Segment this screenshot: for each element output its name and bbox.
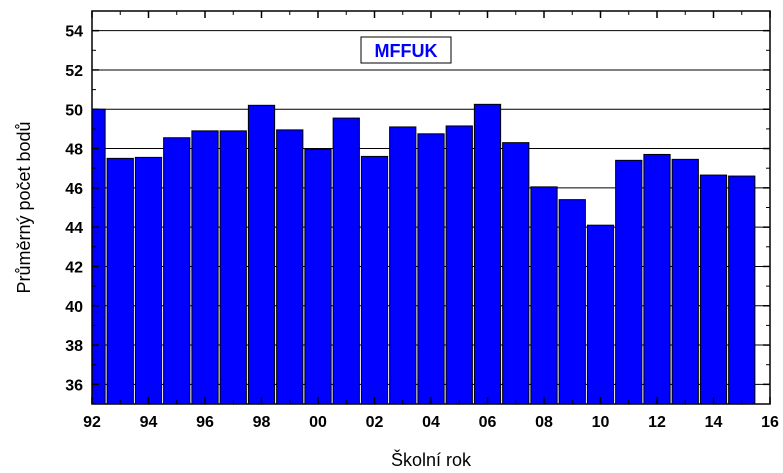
y-tick-label: 50 xyxy=(65,102,83,119)
bar xyxy=(191,130,219,405)
bar xyxy=(247,104,276,405)
y-tick-label: 48 xyxy=(65,142,83,159)
x-tick-label: 94 xyxy=(140,414,158,431)
x-tick-label: 16 xyxy=(761,414,779,431)
y-tick-label: 42 xyxy=(65,259,83,276)
x-tick-label: 14 xyxy=(705,414,723,431)
bar xyxy=(417,133,445,405)
bar xyxy=(473,103,502,405)
bar xyxy=(389,126,417,405)
bar xyxy=(699,174,728,405)
bar xyxy=(304,149,332,405)
bar xyxy=(728,175,756,405)
x-tick-label: 02 xyxy=(366,414,384,431)
bars-group xyxy=(91,103,756,405)
x-tick-label: 92 xyxy=(83,414,101,431)
x-tick-label: 98 xyxy=(253,414,271,431)
ticks-group: 92 94 96 98 00 02 04 06 08 10 12 14 16 36 38 40 42 44 46 48… xyxy=(65,11,779,431)
y-tick-label: 40 xyxy=(65,299,83,316)
x-axis-title: Školní rok xyxy=(391,449,472,470)
x-tick-label: 06 xyxy=(479,414,497,431)
x-tick-label: 10 xyxy=(592,414,610,431)
y-tick-label: 44 xyxy=(65,220,83,237)
x-tick-label: 00 xyxy=(309,414,327,431)
bar xyxy=(91,108,106,405)
x-tick-label: 08 xyxy=(535,414,553,431)
legend-label: MFFUK xyxy=(375,41,438,61)
x-tick-label: 04 xyxy=(422,414,440,431)
bar xyxy=(106,157,134,405)
y-tick-label: 36 xyxy=(65,377,83,394)
bar xyxy=(586,224,615,405)
y-axis-title: Průměrný počet bodů xyxy=(14,121,34,293)
y-tick-label: 38 xyxy=(65,338,83,355)
x-tick-label: 96 xyxy=(196,414,214,431)
y-tick-label: 46 xyxy=(65,181,83,198)
x-tick-label: 12 xyxy=(648,414,666,431)
legend-box xyxy=(360,36,452,64)
bar xyxy=(502,142,530,405)
bar xyxy=(134,156,163,405)
bar xyxy=(445,125,473,405)
y-tick-label: 52 xyxy=(65,63,83,80)
bar xyxy=(360,155,389,405)
bar xyxy=(332,117,360,405)
bar xyxy=(530,186,558,405)
y-tick-label: 54 xyxy=(65,24,83,41)
bar xyxy=(671,158,699,405)
bar xyxy=(643,153,671,405)
bar xyxy=(276,129,304,405)
bar xyxy=(615,159,643,405)
bar xyxy=(219,130,247,405)
bar xyxy=(163,137,191,405)
bar xyxy=(558,199,586,405)
legend: MFFUK xyxy=(360,36,452,64)
